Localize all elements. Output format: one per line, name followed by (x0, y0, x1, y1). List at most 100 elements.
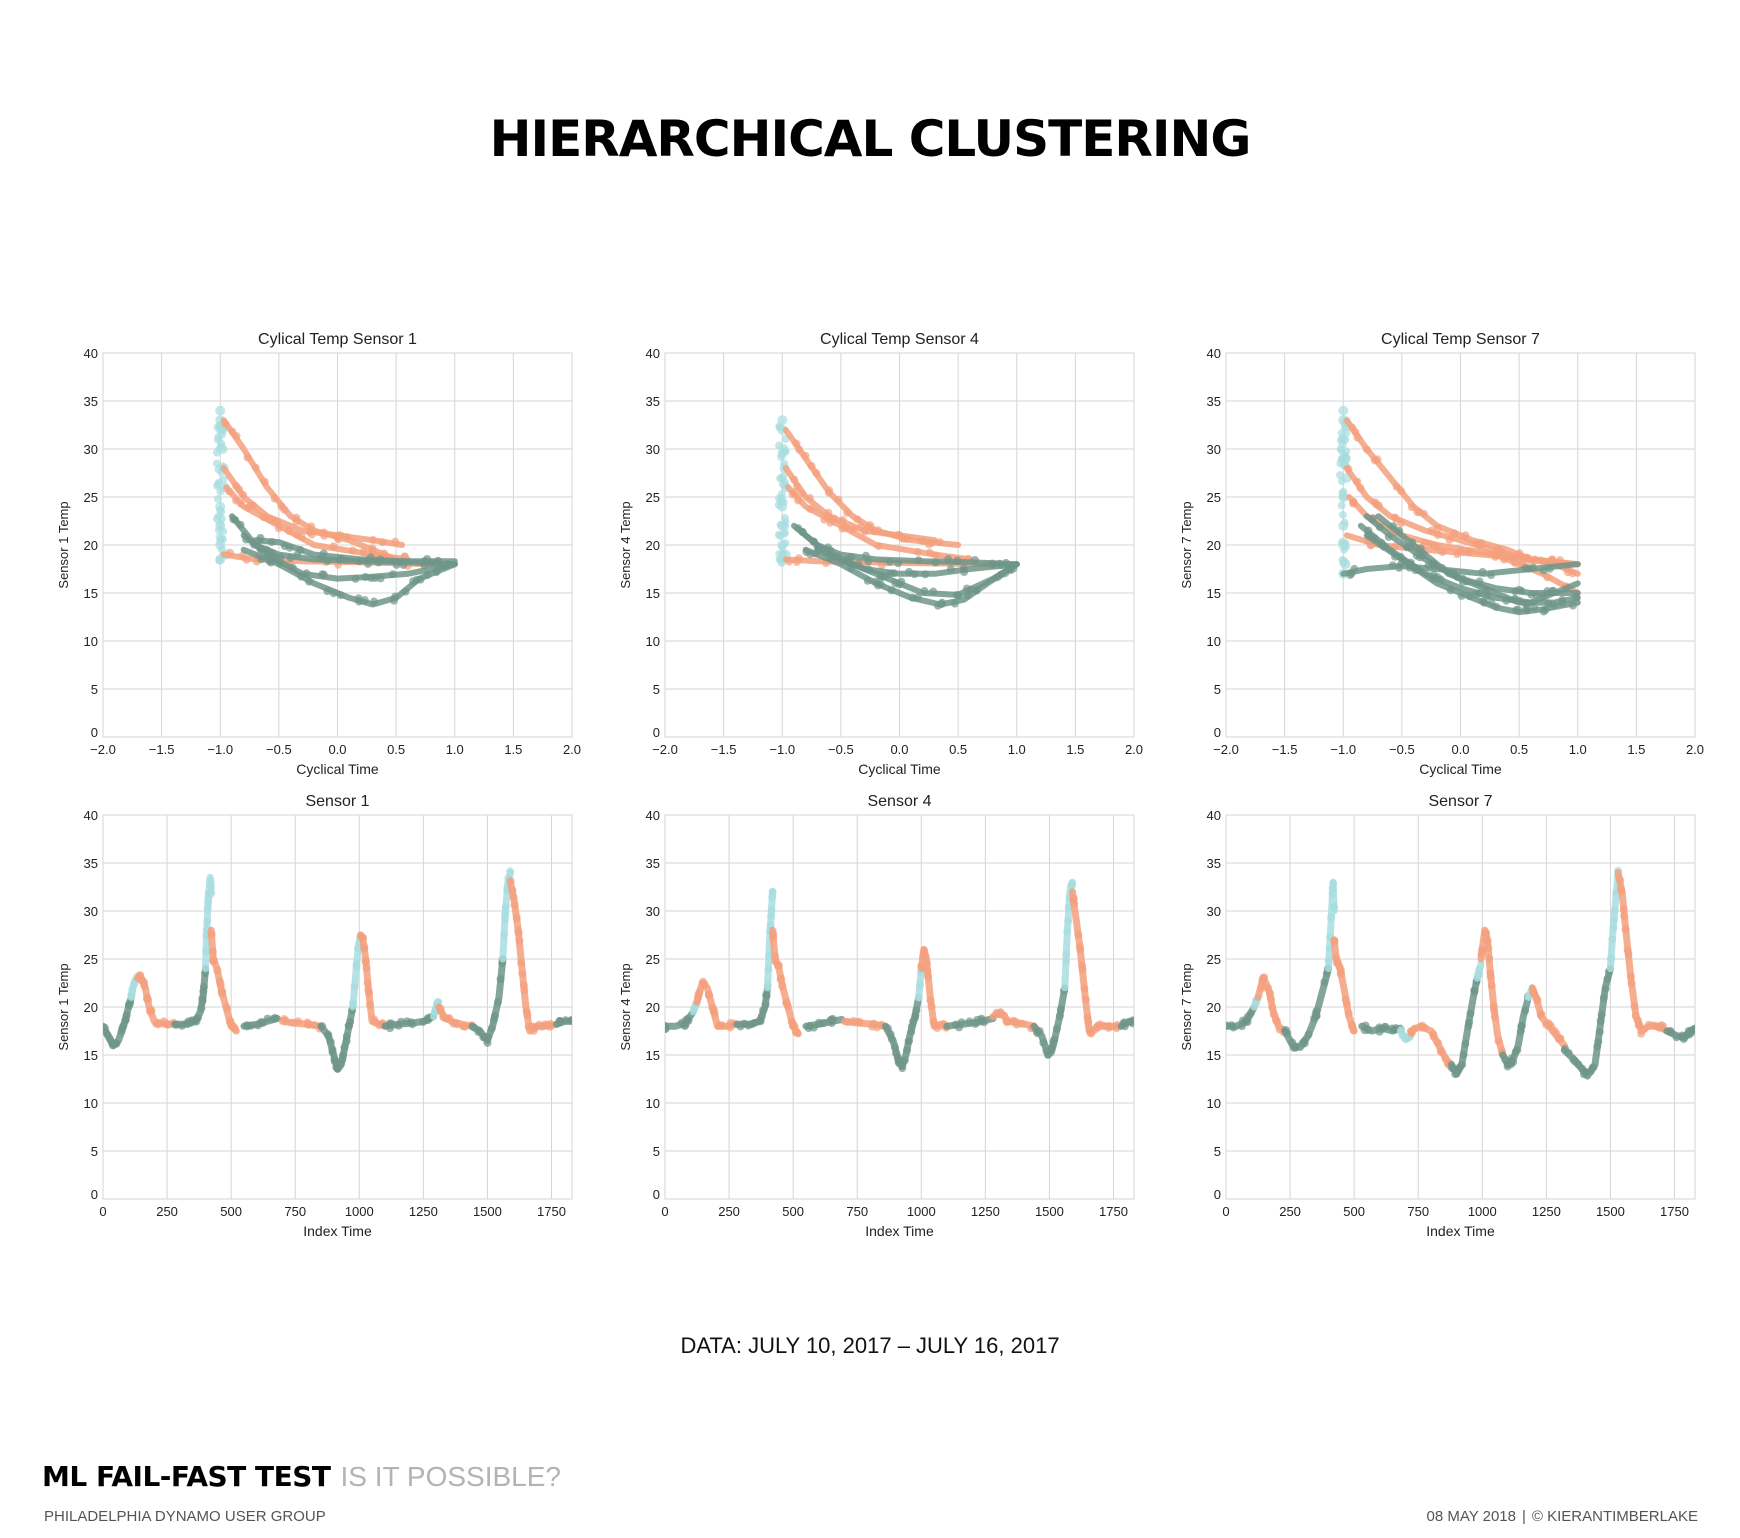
data-point (255, 536, 264, 545)
data-point (1271, 1016, 1280, 1025)
data-point (1634, 1016, 1643, 1025)
data-point (514, 928, 523, 937)
data-point (198, 996, 207, 1005)
data-point (1298, 1039, 1307, 1048)
y-tick-label: 5 (1214, 1144, 1221, 1159)
data-point (329, 542, 338, 551)
data-point (1530, 555, 1539, 564)
data-point (1337, 477, 1346, 486)
footer-credit: 08 MAY 2018 | © KIERANTIMBERLAKE (1426, 1508, 1698, 1525)
data-point (826, 553, 835, 562)
data-point (515, 936, 524, 945)
data-point (997, 561, 1006, 570)
y-tick-label: 30 (84, 904, 98, 919)
data-point (292, 517, 301, 526)
data-point (907, 1027, 916, 1036)
data-point (775, 441, 784, 450)
y-tick-label: 15 (1207, 586, 1221, 601)
y-tick-label: 30 (1207, 904, 1221, 919)
data-point (243, 453, 252, 462)
data-point (365, 1000, 374, 1009)
y-tick-label: 5 (1214, 682, 1221, 697)
data-point (1433, 1038, 1442, 1047)
data-point (1063, 927, 1072, 936)
data-point (1375, 523, 1384, 532)
data-point (1340, 518, 1349, 527)
data-point (388, 570, 397, 579)
data-point (1689, 1025, 1695, 1034)
data-point (1630, 1002, 1639, 1011)
data-point (214, 433, 223, 442)
data-point (894, 559, 903, 568)
data-point (1427, 526, 1436, 535)
data-point (761, 1000, 770, 1009)
data-point (207, 889, 216, 898)
data-point (866, 521, 875, 530)
data-point (900, 1056, 909, 1065)
y-tick-label: 15 (646, 586, 660, 601)
y-axis-label: Sensor 7 Temp (1179, 963, 1194, 1050)
data-point (1624, 950, 1633, 959)
data-point (897, 577, 906, 586)
data-point (904, 1036, 913, 1045)
data-point (276, 559, 285, 568)
data-point (259, 513, 268, 522)
data-point (1517, 1021, 1526, 1030)
data-point (1477, 950, 1486, 959)
data-point (1032, 1027, 1041, 1036)
x-tick-label: −1.0 (1330, 742, 1356, 757)
data-point (929, 587, 938, 596)
data-point (776, 975, 785, 984)
data-point (931, 558, 940, 567)
data-point (1475, 589, 1484, 598)
data-point (801, 451, 810, 460)
x-tick-label: 2.0 (1125, 742, 1143, 757)
data-point (933, 1024, 942, 1033)
data-point (1074, 930, 1083, 939)
chart-panel-5: 0 5 10 15 20 25 30 35 40 0 250 500 750 1000 1250 1500 17… (618, 793, 1135, 1239)
data-point (1390, 513, 1399, 522)
chart-panel-1: 0 5 10 15 20 25 30 35 40 −2.0 −1.5 −1.0 −0.5 0.0 0.5 1.… (56, 331, 581, 777)
data-point (257, 555, 266, 564)
y-tick-label: 35 (1207, 856, 1221, 871)
y-tick-label: 40 (84, 808, 98, 823)
y-tick-label: 25 (84, 490, 98, 505)
data-point (1574, 1060, 1583, 1069)
data-point (1487, 571, 1496, 580)
data-point (944, 555, 953, 564)
data-point (229, 515, 238, 524)
data-point (1353, 477, 1362, 486)
data-point (423, 571, 432, 580)
data-point (920, 587, 929, 596)
data-point (171, 1020, 180, 1029)
x-axis-label: Index Time (865, 1223, 934, 1239)
data-point (294, 1017, 303, 1026)
data-point (793, 1028, 802, 1037)
data-point (461, 1022, 470, 1031)
data-point (1347, 569, 1356, 578)
data-point (286, 553, 295, 562)
data-point (111, 1039, 120, 1048)
x-tick-label: 2.0 (1686, 742, 1704, 757)
y-tick-label: 10 (84, 1096, 98, 1111)
x-axis-label: Index Time (1426, 1223, 1495, 1239)
data-point (802, 548, 811, 557)
y-tick-label: 30 (646, 904, 660, 919)
y-tick-label: 40 (1207, 808, 1221, 823)
data-point (1544, 599, 1553, 608)
y-tick-label: 35 (646, 856, 660, 871)
data-point (1243, 1018, 1252, 1027)
y-tick-label: 5 (653, 682, 660, 697)
data-point (567, 1016, 572, 1025)
data-point (407, 1018, 416, 1027)
y-axis-label: Sensor 7 Temp (1179, 501, 1194, 588)
data-point (805, 1021, 814, 1030)
data-point (501, 909, 510, 918)
data-point (1466, 1009, 1475, 1018)
data-point (782, 998, 791, 1007)
data-point (285, 543, 294, 552)
data-point (1512, 605, 1521, 614)
data-point (358, 933, 367, 942)
x-tick-label: 0.0 (890, 742, 908, 757)
data-point (1470, 986, 1479, 995)
